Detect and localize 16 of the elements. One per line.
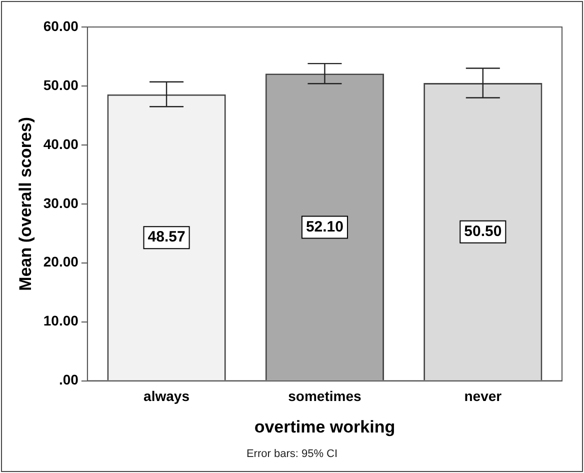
y-axis-title: Mean (overall scores) — [16, 116, 35, 291]
x-tick-label: always — [144, 388, 190, 404]
data-label: 50.50 — [464, 223, 502, 240]
x-axis-title: overtime working — [254, 417, 396, 436]
y-tick-label: 10.00 — [43, 312, 79, 329]
y-tick-label: 20.00 — [43, 254, 79, 270]
y-tick-label: .00 — [58, 372, 79, 388]
x-tick-label: sometimes — [288, 388, 362, 404]
text: Error bars: 95% CI — [245, 448, 339, 460]
data-label: 52.10 — [306, 218, 344, 236]
y-tick-label: 50.00 — [43, 76, 79, 93]
data-label: 48.57 — [148, 228, 186, 246]
y-tick-label: 40.00 — [43, 136, 79, 152]
x-tick-label: never — [464, 388, 502, 404]
y-tick-label: 60.00 — [43, 18, 79, 34]
y-tick-label: 30.00 — [43, 194, 79, 211]
